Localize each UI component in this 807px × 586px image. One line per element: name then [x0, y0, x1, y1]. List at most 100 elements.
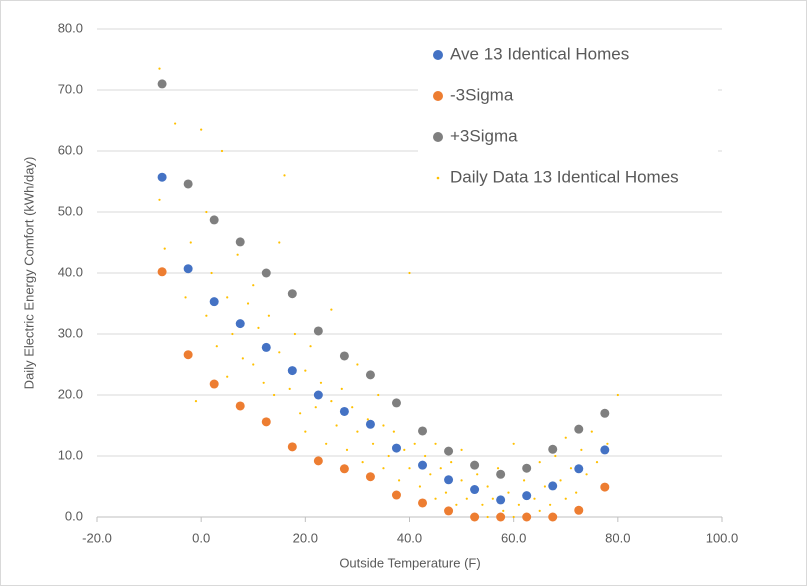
daily-point — [408, 467, 411, 470]
daily-point — [189, 241, 192, 244]
x-tick-label: 60.0 — [501, 530, 526, 545]
point — [496, 495, 506, 505]
daily-point — [382, 424, 385, 427]
y-axis-title: Daily Electric Energy Comfort (kWh/day) — [21, 157, 36, 390]
daily-point — [512, 515, 515, 519]
daily-point — [272, 393, 276, 397]
point — [339, 351, 349, 361]
daily-point — [424, 454, 427, 458]
daily-point — [278, 241, 281, 244]
daily-point — [205, 210, 208, 214]
point — [157, 267, 167, 277]
daily-point — [585, 473, 588, 476]
legend-box — [418, 35, 718, 199]
y-tick-label: 20.0 — [58, 386, 83, 401]
daily-point — [533, 497, 536, 500]
daily-point — [174, 122, 177, 125]
daily-point — [267, 314, 270, 317]
daily-point — [226, 296, 229, 299]
point — [365, 472, 375, 482]
legend-marker — [433, 91, 443, 101]
daily-point — [408, 271, 411, 275]
y-tick-label: 70.0 — [58, 81, 83, 96]
daily-point — [517, 503, 520, 506]
point — [444, 475, 454, 485]
daily-point — [304, 369, 307, 372]
daily-point — [356, 363, 359, 366]
point — [444, 446, 454, 456]
point — [548, 512, 558, 522]
y-tick-label: 0.0 — [65, 508, 83, 523]
daily-point — [455, 503, 458, 506]
daily-point — [220, 149, 224, 153]
x-tick-label: 40.0 — [397, 530, 422, 545]
daily-point — [486, 515, 489, 519]
daily-point — [325, 442, 328, 445]
daily-point — [241, 357, 244, 360]
daily-point — [319, 381, 323, 384]
daily-point — [450, 461, 453, 464]
point — [444, 506, 454, 516]
x-tick-label: 20.0 — [293, 530, 318, 545]
daily-point — [569, 467, 573, 470]
legend-marker — [433, 132, 443, 142]
y-tick-label: 10.0 — [58, 447, 83, 462]
daily-point — [257, 326, 260, 329]
point — [600, 408, 610, 418]
daily-point — [299, 412, 302, 415]
y-tick-label: 60.0 — [58, 142, 83, 157]
point — [261, 342, 271, 352]
daily-point — [163, 247, 166, 250]
point — [313, 390, 323, 400]
daily-point — [549, 503, 552, 506]
daily-point — [252, 284, 255, 287]
daily-point — [413, 442, 416, 445]
daily-point — [340, 387, 343, 390]
daily-point — [184, 296, 187, 299]
point — [418, 426, 428, 436]
point — [574, 505, 584, 515]
legend-label: -3Sigma — [450, 85, 514, 104]
x-tick-label: 100.0 — [706, 530, 739, 545]
daily-point — [210, 271, 213, 275]
daily-point — [387, 454, 390, 458]
legend-label: Ave 13 Identical Homes — [450, 44, 629, 63]
daily-point — [335, 424, 338, 427]
daily-point — [361, 461, 364, 464]
point — [365, 419, 375, 429]
daily-point — [288, 387, 291, 390]
y-tick-label: 40.0 — [58, 264, 83, 279]
y-tick-label: 30.0 — [58, 325, 83, 340]
point — [313, 326, 323, 336]
daily-point — [434, 442, 437, 445]
daily-point — [522, 479, 526, 482]
point — [522, 512, 532, 522]
daily-point — [345, 448, 349, 451]
daily-point — [595, 461, 599, 464]
daily-point — [460, 479, 463, 482]
daily-point — [486, 485, 489, 488]
daily-point — [314, 406, 317, 409]
point — [183, 179, 193, 189]
daily-point — [538, 461, 541, 464]
daily-point — [507, 491, 510, 494]
daily-point — [481, 503, 484, 506]
daily-point — [439, 467, 442, 470]
point — [574, 464, 584, 474]
daily-point — [397, 479, 401, 482]
daily-point — [538, 509, 541, 512]
daily-point — [554, 454, 557, 458]
point — [287, 366, 297, 376]
point — [157, 172, 167, 182]
point — [261, 417, 271, 427]
point — [339, 464, 349, 474]
point — [418, 498, 428, 508]
point — [600, 445, 610, 455]
point — [470, 485, 480, 495]
daily-point — [434, 497, 437, 500]
daily-point — [590, 430, 593, 433]
point — [287, 442, 297, 452]
daily-point — [476, 473, 479, 476]
daily-point — [377, 393, 380, 397]
point — [209, 297, 219, 307]
